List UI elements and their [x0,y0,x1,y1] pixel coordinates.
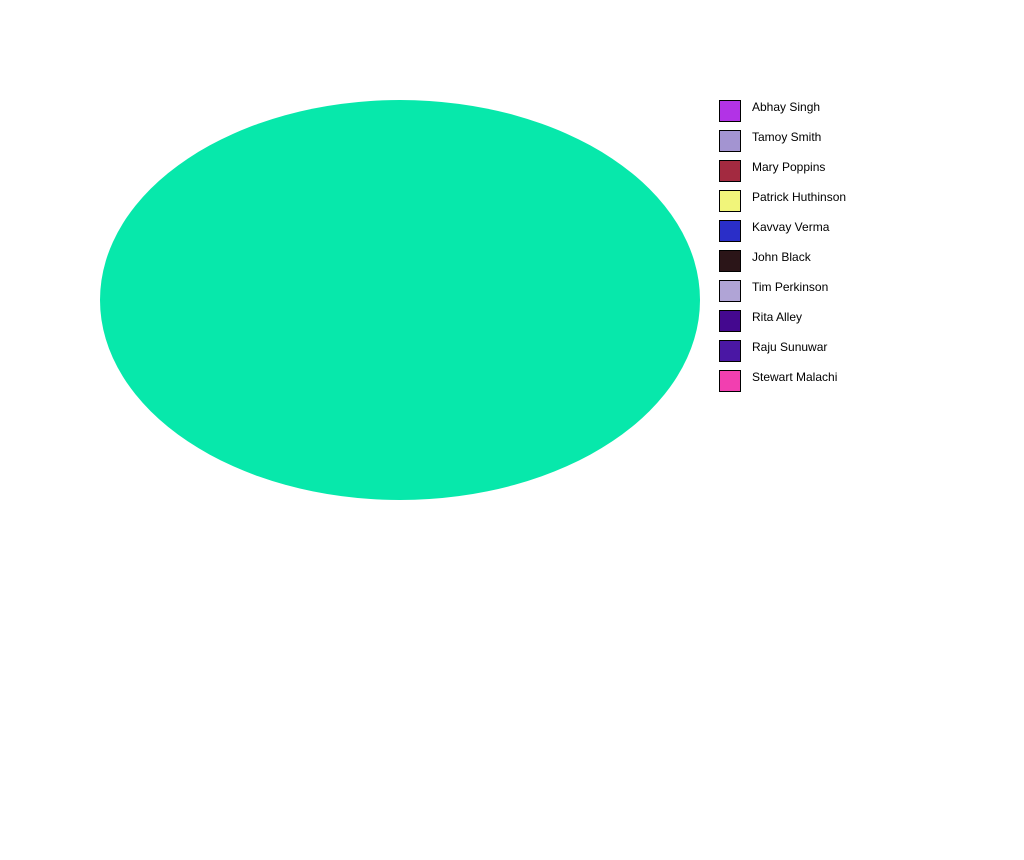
legend-swatch [719,130,741,152]
legend-label: Abhay Singh [752,100,821,114]
legend-label: Rita Alley [752,310,803,324]
legend-label: Tim Perkinson [752,280,829,294]
legend-label: Tamoy Smith [752,130,822,144]
legend-label: Mary Poppins [752,160,826,174]
legend-label: Kavvay Verma [752,220,830,234]
legend-swatch [719,100,741,122]
legend-swatch [719,280,741,302]
legend-swatch [719,310,741,332]
legend-swatch [719,370,741,392]
pie-slice-stewart-malachi [100,100,700,500]
legend-label: Stewart Malachi [752,370,838,384]
legend-swatch [719,250,741,272]
legend-label: Patrick Huthinson [752,190,847,204]
legend-swatch [719,190,741,212]
legend-label: John Black [752,250,811,264]
legend-swatch [719,220,741,242]
legend-swatch [719,160,741,182]
legend-label: Raju Sunuwar [752,340,828,354]
legend-swatch [719,340,741,362]
